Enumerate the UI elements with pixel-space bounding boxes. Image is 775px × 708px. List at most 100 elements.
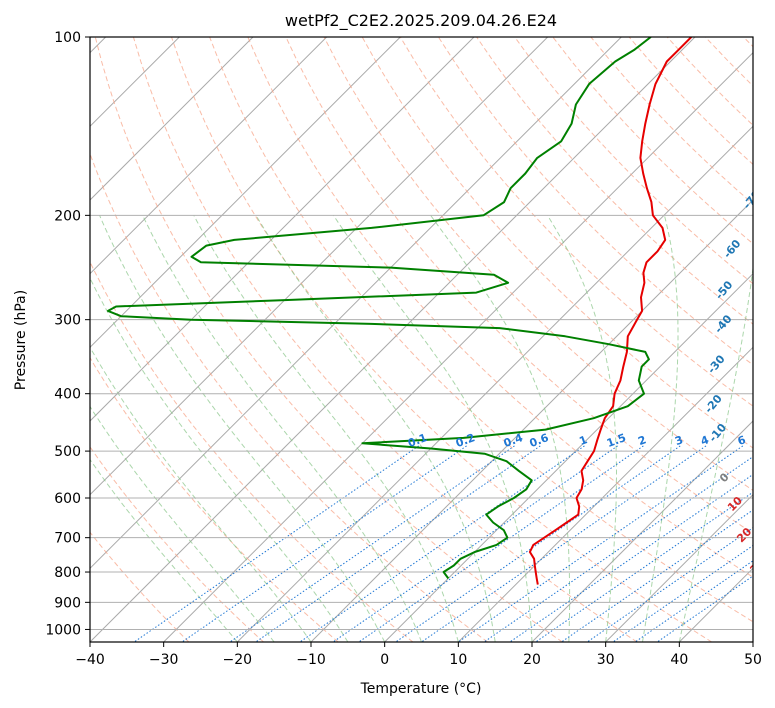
- mixing-ratio-line: [483, 456, 753, 642]
- moist-adiabat-line: [142, 215, 422, 642]
- dry-adiabat-line: [399, 37, 753, 407]
- isotherm-line: [752, 641, 753, 642]
- moist-adiabat-line: [547, 215, 617, 642]
- plot-background: [90, 37, 753, 642]
- mixing-ratio-label: 1: [577, 433, 589, 448]
- isotherm-line: [457, 346, 753, 642]
- x-tick-label: 30: [597, 652, 615, 668]
- y-tick-label: 200: [54, 208, 81, 224]
- mixing-ratio-label: 0.6: [528, 431, 551, 450]
- chart-title: wetPf2_C2E2.2025.209.04.26.E24: [285, 11, 557, 31]
- x-tick-label: −40: [75, 652, 105, 668]
- x-tick-label: −30: [149, 652, 179, 668]
- isotherm-line: [90, 37, 254, 201]
- dry-adiabat-line: [90, 356, 339, 642]
- dry-adiabat-label: 20: [734, 525, 754, 545]
- dry-adiabat-line: [285, 37, 753, 535]
- dry-adiabat-line: [171, 37, 712, 642]
- dry-adiabat-label: 30: [747, 556, 767, 576]
- isotherm-line: [90, 37, 328, 275]
- moist-adiabat-line: [90, 458, 238, 642]
- dry-adiabat-line: [323, 37, 753, 491]
- mixing-ratio-line: [181, 445, 467, 642]
- y-tick-label: 400: [54, 387, 81, 403]
- dry-adiabat-line: [90, 446, 264, 642]
- moist-adiabat-line: [642, 215, 679, 642]
- moist-adiabat-line: [90, 277, 349, 642]
- mixing-ratio-line: [133, 445, 419, 642]
- y-tick-label: 700: [54, 531, 81, 547]
- isotherm-line: [90, 37, 622, 570]
- mixing-ratio-line: [561, 509, 753, 642]
- mixing-ratio-label: 6: [736, 433, 748, 448]
- mixing-ratio-line: [509, 473, 753, 642]
- mixing-ratio-line: [395, 445, 681, 642]
- moist-adiabat-line: [90, 346, 312, 642]
- y-tick-label: 300: [54, 313, 81, 329]
- profile-line: [107, 37, 652, 579]
- dry-adiabat-label: 40: [764, 584, 775, 604]
- mixing-ratio-line: [586, 527, 753, 642]
- mixing-ratio-line: [358, 445, 644, 642]
- dry-adiabat-line: [514, 37, 753, 285]
- x-axis-label: Temperature (°C): [360, 681, 482, 697]
- plot-frame: [89, 36, 754, 643]
- mixing-ratio-line: [332, 445, 618, 642]
- mixing-ratio-label: 0.4: [502, 431, 525, 450]
- x-tick-label: 50: [744, 652, 762, 668]
- y-tick-label: 900: [54, 595, 81, 611]
- isotherm-line: [90, 37, 475, 422]
- y-tick-label: 100: [54, 30, 81, 46]
- dry-adiabat-line: [437, 37, 753, 366]
- isotherm-line: [384, 272, 753, 642]
- y-tick-label: 500: [54, 444, 81, 460]
- y-tick-label: 800: [54, 565, 81, 581]
- dry-adiabat-line: [132, 37, 638, 642]
- mixing-ratio-line: [656, 575, 753, 642]
- moist-adiabat-line: [430, 215, 571, 642]
- dry-adiabat-line: [94, 37, 563, 642]
- dry-adiabat-line: [247, 37, 753, 578]
- moist-adiabat-line: [99, 215, 386, 642]
- y-axis-label: Pressure (hPa): [13, 290, 29, 390]
- mixing-ratio-label: 1.5: [605, 431, 628, 450]
- mixing-ratio-label: 8: [762, 433, 774, 448]
- moist-adiabat-label: -80: [758, 140, 775, 164]
- isotherm-line: [90, 37, 549, 496]
- mixing-ratio-line: [535, 491, 753, 642]
- mixing-ratio-label: 2: [636, 433, 648, 448]
- x-tick-label: 20: [523, 652, 541, 668]
- dry-adiabat-line: [209, 37, 753, 623]
- y-tick-label: 1000: [45, 622, 81, 638]
- mixing-ratio-line: [634, 560, 753, 642]
- x-tick-label: −20: [223, 652, 253, 668]
- x-tick-label: −10: [296, 652, 326, 668]
- x-axis: −40 −30 −20 −10 0 10 20 30 40 50: [75, 642, 762, 668]
- x-tick-label: 40: [670, 652, 688, 668]
- isotherm-line: [90, 37, 401, 349]
- mixing-ratio-line: [229, 445, 515, 642]
- isotherm-line: [163, 51, 753, 642]
- x-tick-label: 0: [380, 652, 389, 668]
- pressure-grid: [90, 37, 753, 630]
- dry-adiabat-line: [90, 152, 488, 642]
- mixing-ratio-line: [299, 445, 585, 642]
- moist-adiabat-line: [678, 264, 753, 642]
- mixing-ratio-line: [255, 445, 541, 642]
- mixing-ratio-label: 3: [673, 433, 685, 448]
- dry-adiabat-line: [361, 37, 753, 449]
- mixing-ratio-line: [421, 445, 707, 642]
- isotherm-line: [531, 420, 753, 642]
- dry-adiabat-line: [90, 531, 190, 642]
- background-lines: [90, 37, 753, 642]
- profile-line: [528, 37, 693, 585]
- mixing-ratio-label: 4: [699, 433, 711, 448]
- y-axis: 100 200 300 400 500 600 700 800 900 1000: [45, 30, 90, 638]
- isotherm-line: [605, 493, 753, 642]
- mixing-ratio-line: [458, 445, 744, 642]
- moist-adiabat-line: [193, 215, 459, 642]
- isotherm-line: [236, 125, 753, 642]
- mixing-ratio-line: [612, 544, 753, 642]
- mixing-ratio-label: 0.1: [406, 431, 429, 450]
